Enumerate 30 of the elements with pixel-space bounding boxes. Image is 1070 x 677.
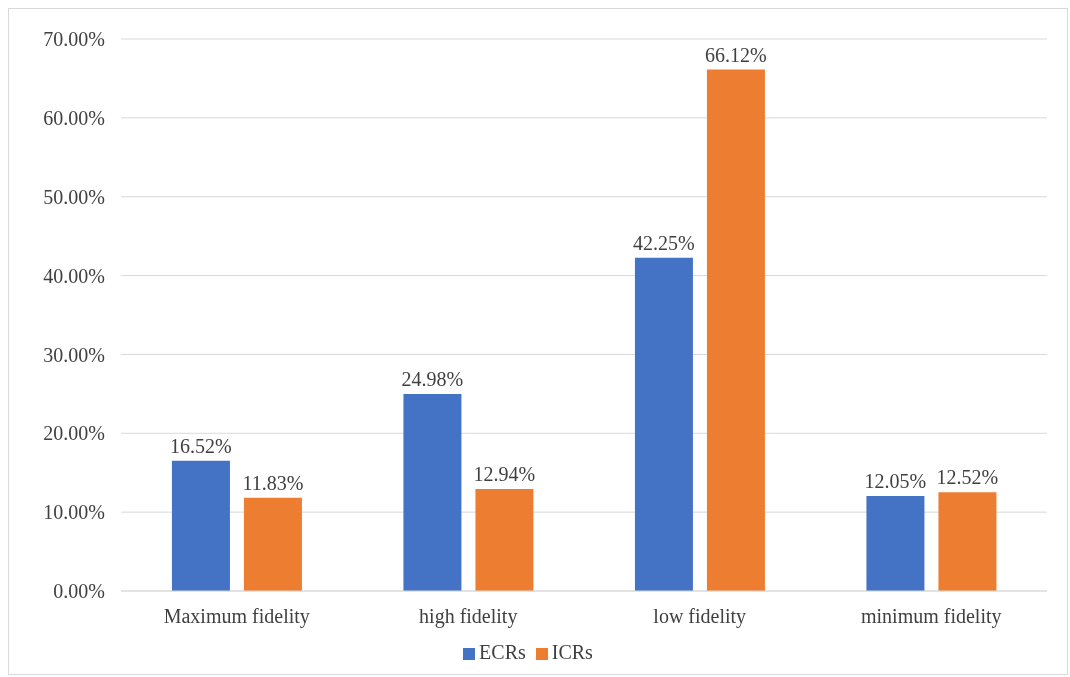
x-tick-label: minimum fidelity (860, 605, 1002, 629)
y-tick-label: 10.00% (43, 501, 105, 524)
y-tick-label: 40.00% (43, 264, 105, 287)
bar (243, 497, 302, 591)
data-label: 12.52% (936, 466, 999, 489)
y-tick-label: 0.00% (53, 580, 105, 603)
data-label: 16.52% (170, 434, 232, 457)
legend-label: ICRs (551, 641, 593, 663)
x-tick-label: high fidelity (419, 605, 518, 629)
y-tick-label: 70.00% (43, 28, 105, 51)
bar (938, 492, 997, 591)
data-label: 24.98% (401, 368, 464, 391)
data-label: 11.83% (242, 471, 304, 494)
bar (171, 460, 230, 591)
bar (475, 488, 534, 591)
x-tick-label: low fidelity (653, 605, 747, 629)
bar (634, 257, 693, 591)
y-tick-label: 30.00% (43, 343, 105, 366)
legend-label: ECRs (479, 641, 526, 663)
data-label: 66.12% (705, 43, 767, 66)
data-label: 42.25% (633, 231, 695, 254)
data-label: 12.94% (473, 462, 536, 485)
bar (866, 495, 925, 591)
bar (706, 69, 765, 591)
x-tick-label: Maximum fidelity (163, 605, 310, 629)
y-tick-label: 20.00% (43, 422, 105, 445)
y-tick-label: 60.00% (43, 106, 105, 129)
bar (403, 394, 462, 591)
data-label: 12.05% (864, 469, 927, 492)
y-tick-label: 50.00% (43, 185, 105, 208)
